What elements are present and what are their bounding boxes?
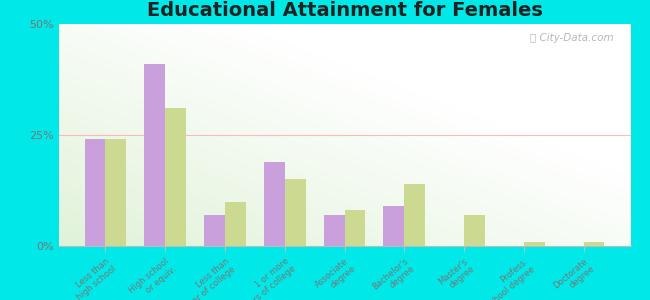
Bar	[324, 215, 344, 246]
Bar	[464, 215, 485, 246]
Bar	[384, 206, 404, 246]
Bar	[105, 140, 126, 246]
Bar	[344, 211, 365, 246]
Bar	[264, 162, 285, 246]
Bar	[84, 140, 105, 246]
Title: Educational Attainment for Females: Educational Attainment for Females	[146, 1, 543, 20]
Bar	[225, 202, 246, 246]
Bar	[285, 179, 306, 246]
Bar	[144, 64, 165, 246]
Bar	[165, 108, 186, 246]
Bar	[204, 215, 225, 246]
Bar	[584, 242, 605, 246]
Bar	[524, 242, 545, 246]
Text: ⓘ City-Data.com: ⓘ City-Data.com	[530, 33, 614, 43]
Bar	[404, 184, 425, 246]
